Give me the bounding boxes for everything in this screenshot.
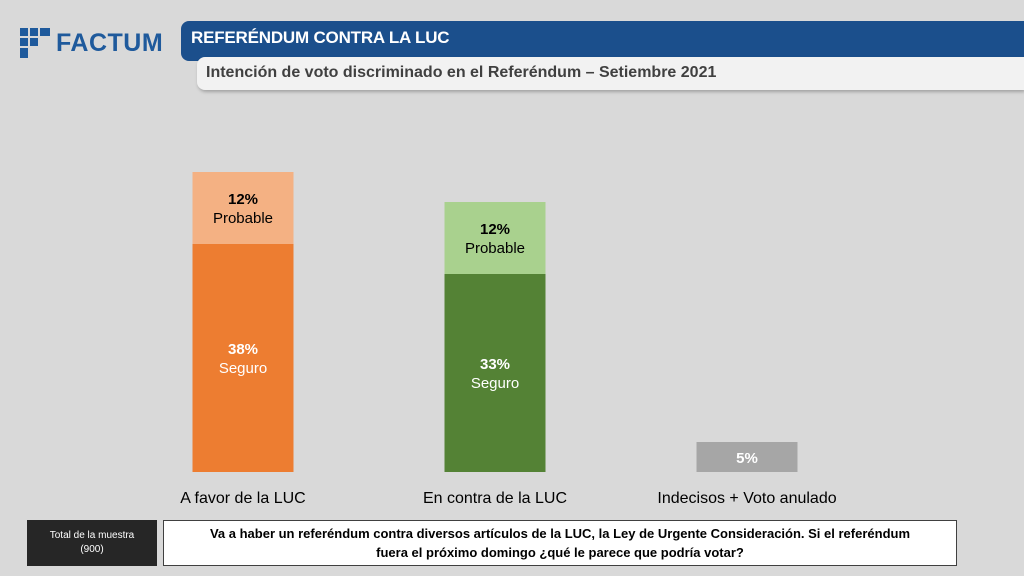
data-label-value-0-0: 38% (228, 341, 258, 358)
title-band (181, 21, 1024, 61)
stacked-bar-chart: 38% Seguro 12% Probable A favor de la LUC 33%… (180, 172, 837, 507)
bar-segment-0-0 (192, 244, 294, 472)
bar-segment-0-1 (192, 172, 294, 244)
bar-segment-1-1 (444, 202, 546, 274)
chart-subtitle: Intención de voto discriminado en el Ref… (206, 64, 717, 81)
x-category-label-0: A favor de la LUC (180, 490, 305, 507)
factum-logo: FACTUM (20, 26, 163, 60)
subtitle-band (197, 57, 1024, 90)
data-label-series-1-0: Seguro (471, 375, 519, 392)
x-category-label-1: En contra de la LUC (423, 490, 567, 507)
data-label-value-2-0: 5% (736, 450, 758, 467)
bar-segment-2-0 (696, 442, 798, 472)
sample-size-text: Total de la muestra (49, 530, 135, 541)
sample-size-label: Total de la muestra (900) (27, 520, 157, 566)
factum-logo-mark-icon (20, 28, 50, 58)
survey-question: Va a haber un referéndum contra diversos… (163, 520, 957, 566)
data-label-series-1-1: Probable (465, 240, 525, 257)
sample-size-count: (900) (80, 544, 104, 555)
bar-segment-1-0 (444, 274, 546, 472)
data-label-series-0-1: Probable (213, 210, 273, 227)
data-label-value-1-1: 12% (480, 221, 510, 238)
page-title: REFERÉNDUM CONTRA LA LUC (191, 28, 450, 47)
x-category-label-2: Indecisos + Voto anulado (657, 490, 836, 507)
logo-text: FACTUM (56, 28, 164, 57)
data-label-value-1-0: 33% (480, 356, 510, 373)
data-label-series-0-0: Seguro (219, 360, 267, 377)
data-label-value-0-1: 12% (228, 191, 258, 208)
